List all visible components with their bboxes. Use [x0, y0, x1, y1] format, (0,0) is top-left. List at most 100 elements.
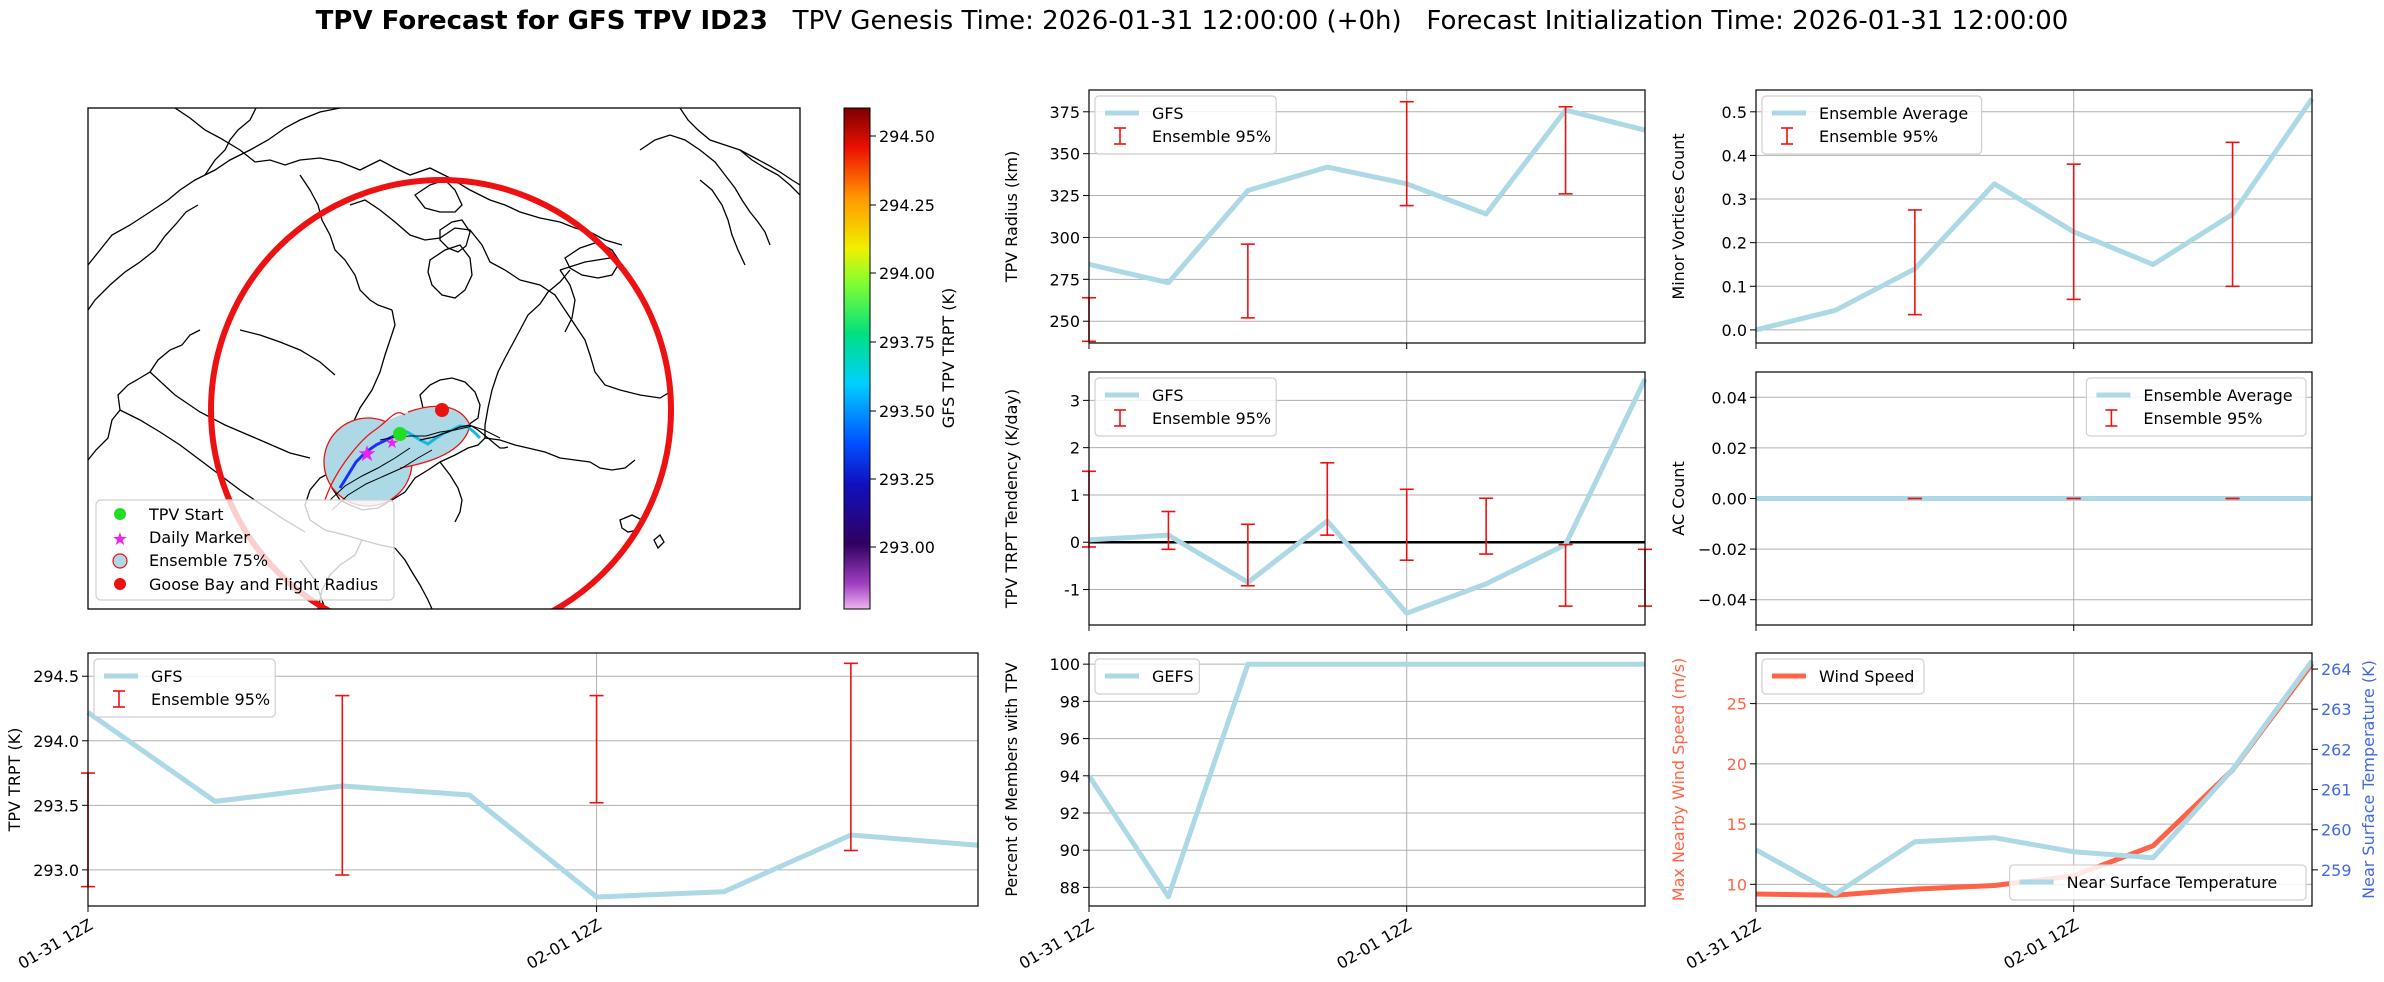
- errorbar: [1479, 497, 1494, 555]
- y-tick-label: −0.04: [1698, 591, 1747, 610]
- tpv-start-marker: [393, 427, 407, 441]
- y-tick-label: 20: [1727, 755, 1747, 774]
- series-line-gfs: [1088, 107, 1646, 286]
- chart-ac: −0.04 −0.02 0.00 0.02 0.04 AC Count Ensemble A…: [1669, 371, 2313, 631]
- legend-tpv-start: TPV Start: [148, 505, 224, 524]
- y-tick-label: 1: [1070, 486, 1080, 505]
- y-tick-label: 2: [1070, 439, 1080, 458]
- y-axis-label: Percent of Members with TPV: [1002, 662, 1021, 896]
- chart-tendency: -1 0 1 2 3 TPV TRPT Tendency (K/day) GFS Ensemb…: [1002, 371, 1652, 631]
- colorbar-tick-label: 294.50: [879, 127, 935, 146]
- y-tick-label: 350: [1049, 145, 1080, 164]
- legend-label: Ensemble Average: [2143, 386, 2292, 405]
- y-tick-label: 293.5: [33, 796, 79, 815]
- y-axis-label: Minor Vortices Count: [1669, 133, 1688, 299]
- plot-frame: [87, 652, 979, 907]
- colorbar: 293.00 293.25 293.50 293.75 294.00 294.25 294.…: [843, 107, 958, 610]
- series-line-ensemble-average: [1755, 97, 2315, 333]
- errorbar: [589, 694, 604, 804]
- legend-label: GEFS: [1152, 667, 1194, 686]
- errorbar: [1558, 543, 1573, 607]
- errorbar: [1907, 209, 1922, 316]
- legend-label: GFS: [151, 667, 182, 686]
- y-tick-label: 275: [1049, 270, 1080, 289]
- y-axis-label: TPV TRPT (K): [5, 728, 24, 833]
- y-axis-label: TPV Radius (km): [1002, 151, 1021, 284]
- colorbar-tick-label: 293.25: [879, 470, 935, 489]
- map-frame: [87, 107, 801, 610]
- legend-label: Ensemble 95%: [1152, 127, 1271, 146]
- series-line-gfs: [1088, 378, 1648, 616]
- errorbar: [1399, 488, 1414, 562]
- y-tick-label: 94: [1060, 767, 1080, 786]
- figure-title-rest: TPV Genesis Time: 2026-01-31 12:00:00 (+…: [767, 6, 2069, 36]
- legend-label: GFS: [1152, 104, 1183, 123]
- y-tick-label: 375: [1049, 103, 1080, 122]
- colorbar-tick-label: 293.00: [879, 538, 935, 557]
- colorbar-tick-label: 293.75: [879, 333, 935, 352]
- y-tick-label: 0.00: [1711, 490, 1747, 509]
- x-tick-label: 02-01 12Z: [1333, 915, 1414, 973]
- y-tick-label: 0.02: [1711, 439, 1747, 458]
- legend-ensemble-75: Ensemble 75%: [149, 551, 268, 570]
- y-tick-label: 0.3: [1722, 190, 1747, 209]
- colorbar-tick-label: 293.50: [879, 402, 935, 421]
- y-tick-label: 293.0: [33, 861, 79, 880]
- chart-radius: 250 275 300 325 350 375 TPV Radius (km) GFS Ense…: [1002, 89, 1646, 349]
- y-right-tick-label: 261: [2321, 781, 2352, 800]
- y-tick-label: 0.04: [1711, 388, 1747, 407]
- y-tick-label: 250: [1049, 312, 1080, 331]
- y-tick-label: 0.5: [1722, 103, 1747, 122]
- colorbar-tick-label: 294.25: [879, 196, 935, 215]
- y-axis-label: TPV TRPT Tendency (K/day): [1002, 389, 1021, 609]
- x-tick-label: 01-31 12Z: [15, 915, 96, 973]
- legend: GEFS: [1094, 658, 1201, 695]
- y-tick-label: 98: [1060, 692, 1080, 711]
- figure-title: TPV Forecast for GFS TPV ID23 TPV Genesi…: [0, 6, 2384, 36]
- y-axis-label: Max Nearby Wind Speed (m/s): [1669, 658, 1688, 901]
- x-tick-label: 01-31 12Z: [1683, 915, 1764, 973]
- y-right-tick-label: 263: [2321, 700, 2352, 719]
- y-tick-label: 294.5: [33, 667, 79, 686]
- errorbar: [1320, 461, 1335, 536]
- errorbar: [1161, 510, 1176, 551]
- series-line-gefs: [1086, 661, 1645, 900]
- track-layer: ★ ★: [208, 177, 674, 609]
- legend-label: Wind Speed: [1819, 667, 1914, 686]
- y-tick-label: 325: [1049, 187, 1080, 206]
- legend-label: Ensemble 95%: [2143, 409, 2262, 428]
- legend-label: Ensemble 95%: [151, 690, 270, 709]
- y-tick-label: -1: [1064, 581, 1080, 600]
- plot-frame: [1755, 371, 2313, 626]
- plot-frame: [1088, 89, 1646, 344]
- ensemble-75-blob-2: [331, 406, 470, 481]
- chart-wind_temp: 10 15 20 25 01-31 12Z 02-01 12Z Max Nearby Win…: [1669, 652, 2378, 973]
- errorbar: [1240, 523, 1255, 587]
- series-line-gfs: [86, 710, 979, 900]
- y-tick-label: 300: [1049, 228, 1080, 247]
- legend: Ensemble Average Ensemble 95%: [1761, 95, 1983, 155]
- legend-goose-swatch: [114, 578, 126, 590]
- errorbar: [2225, 141, 2240, 288]
- y-right-axis-label: Near Surface Temperature (K): [2359, 660, 2378, 899]
- plot-frame: [1755, 652, 2313, 907]
- y-tick-label: 25: [1727, 695, 1747, 714]
- y-tick-label: 96: [1060, 730, 1080, 749]
- y-tick-label: 3: [1070, 391, 1080, 410]
- goose-bay-marker: [435, 403, 449, 417]
- chart-minor: 0.0 0.1 0.2 0.3 0.4 0.5 Minor Vortices Count En…: [1669, 89, 2315, 349]
- y-tick-label: 92: [1060, 804, 1080, 823]
- daily-marker-star-1: ★: [357, 442, 377, 467]
- legend-daily-marker: Daily Marker: [149, 528, 250, 547]
- plot-frame: [1088, 652, 1646, 907]
- y-tick-label: 0: [1070, 533, 1080, 552]
- colorbar-label: GFS TPV TRPT (K): [939, 288, 958, 428]
- errorbar: [335, 694, 350, 876]
- legend-label: Ensemble 95%: [1819, 127, 1938, 146]
- y-tick-label: 100: [1049, 655, 1080, 674]
- y-tick-label: 0.0: [1722, 321, 1747, 340]
- errorbar: [1240, 243, 1255, 319]
- flight-radius-circle: [208, 177, 674, 609]
